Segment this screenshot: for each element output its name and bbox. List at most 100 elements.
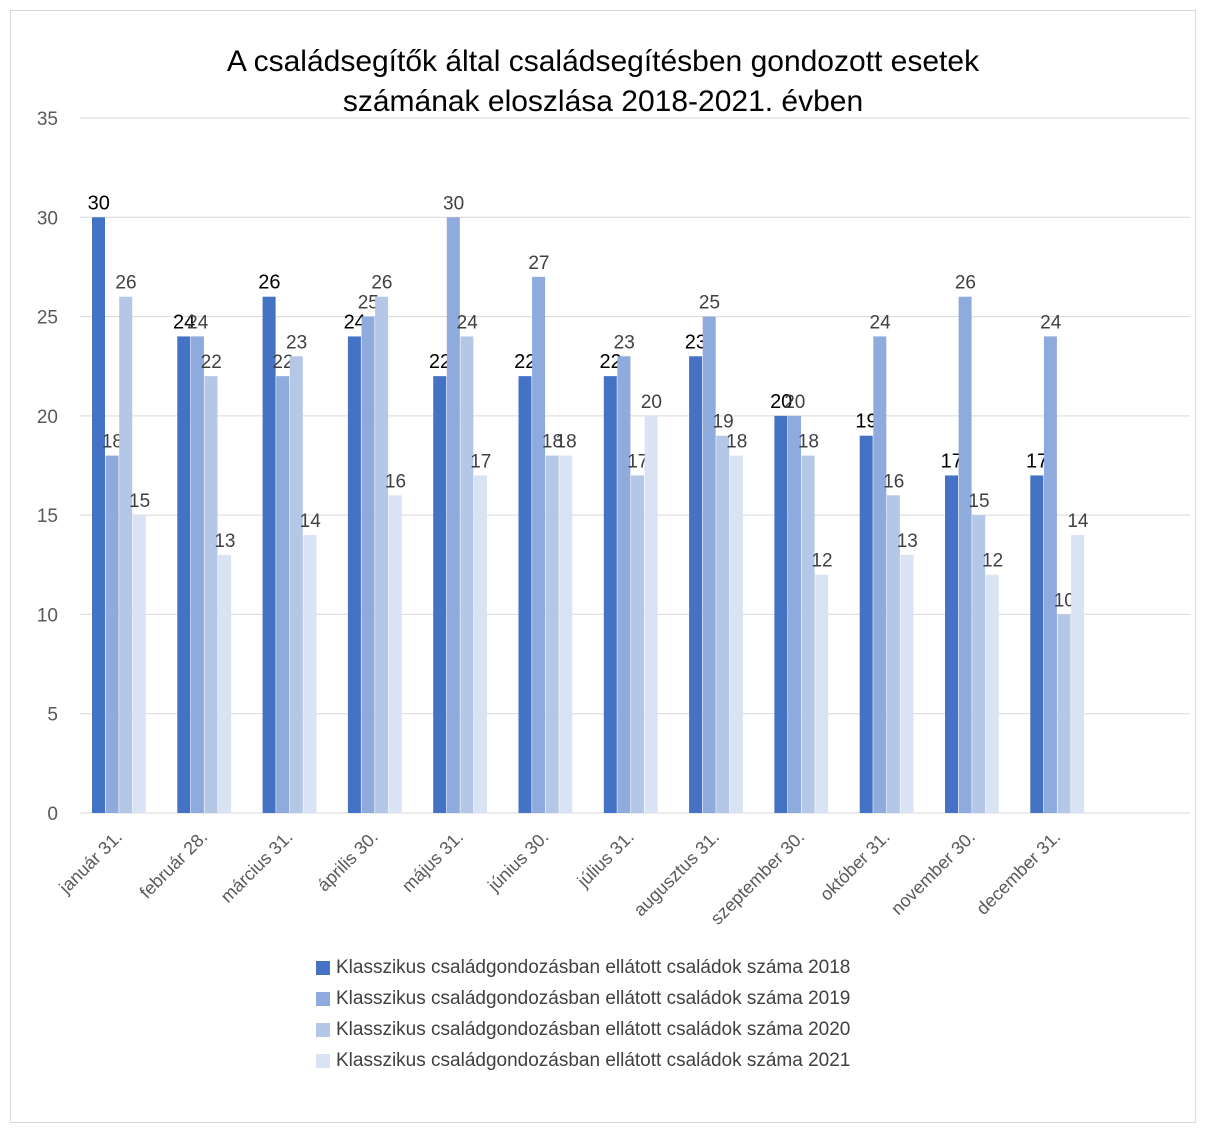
bar-2019-9 <box>788 415 801 813</box>
data-label-2021-12: 14 <box>1067 511 1089 532</box>
data-label-2019-9: 20 <box>784 392 805 413</box>
legend-label-2021: Klasszikus családgondozásban ellátott cs… <box>336 1049 851 1071</box>
x-tick-label-7: július 31. <box>573 827 638 892</box>
data-label-2018-4: 24 <box>344 311 366 333</box>
bar-2019-3 <box>276 376 290 813</box>
y-tick-label-10: 10 <box>37 605 58 626</box>
legend-swatch-2021 <box>316 1053 330 1068</box>
bar-2019-6 <box>532 276 546 813</box>
data-label-2019-7: 23 <box>614 332 635 353</box>
bar-2020-6 <box>545 455 559 813</box>
bar-2021-12 <box>1071 535 1085 813</box>
data-label-2021-1: 15 <box>129 491 150 512</box>
data-label-2018-3: 26 <box>258 272 280 294</box>
bar-2019-11 <box>958 296 972 813</box>
bar-2018-11 <box>945 475 958 813</box>
bar-2020-12 <box>1057 614 1071 813</box>
data-label-2020-8: 19 <box>713 412 734 433</box>
data-label-2020-1: 26 <box>115 273 136 294</box>
bar-2018-12 <box>1030 475 1044 813</box>
data-label-2019-2: 24 <box>187 312 209 333</box>
bar-2020-5 <box>460 336 474 813</box>
data-label-2020-2: 22 <box>201 352 222 373</box>
bar-2018-10 <box>859 435 873 813</box>
data-label-2019-3: 22 <box>272 352 293 373</box>
bar-2021-10 <box>900 554 914 813</box>
x-tick-label-6: június 30. <box>483 827 552 896</box>
bar-2018-4 <box>347 336 361 813</box>
bar-2021-2 <box>218 554 232 813</box>
bar-2019-10 <box>873 336 887 813</box>
bar-2020-9 <box>801 455 815 813</box>
data-label-2018-5: 22 <box>429 351 451 373</box>
data-label-2021-8: 18 <box>726 432 747 453</box>
x-tick-label-2: február 28. <box>136 827 212 903</box>
data-label-2021-6: 18 <box>556 432 577 453</box>
data-label-2019-8: 25 <box>699 293 720 314</box>
legend-swatch-2019 <box>316 991 330 1006</box>
bar-2018-2 <box>177 336 191 813</box>
data-label-2018-6: 22 <box>514 351 536 373</box>
data-label-2021-2: 13 <box>214 531 235 552</box>
bar-2018-7 <box>603 376 617 813</box>
bar-2019-5 <box>446 217 460 814</box>
bar-2021-3 <box>303 535 317 813</box>
y-tick-label-35: 35 <box>37 109 58 130</box>
bar-2019-4 <box>361 316 375 813</box>
data-label-2018-8: 23 <box>685 331 707 353</box>
bar-2021-11 <box>985 574 999 813</box>
data-label-2020-7: 17 <box>627 451 648 472</box>
x-tick-label-3: március 31. <box>217 827 297 907</box>
bar-2019-12 <box>1043 336 1057 813</box>
data-label-2019-10: 24 <box>870 312 892 333</box>
data-label-2020-9: 18 <box>798 432 819 453</box>
data-label-2021-4: 16 <box>385 471 406 492</box>
x-tick-label-1: január 31. <box>55 827 126 898</box>
x-tick-label-12: december 31. <box>972 827 1064 919</box>
bar-2018-5 <box>433 376 447 813</box>
bar-2021-5 <box>474 475 487 813</box>
y-tick-label-15: 15 <box>37 506 58 527</box>
data-label-2021-10: 13 <box>897 531 918 552</box>
data-label-2020-10: 16 <box>883 471 904 492</box>
bar-2021-1 <box>132 515 146 813</box>
chart-legend: Klasszikus családgondozásban ellátott cs… <box>316 952 850 1076</box>
y-tick-label-0: 0 <box>47 804 58 825</box>
data-label-2018-7: 22 <box>599 351 621 373</box>
bar-2019-8 <box>702 316 716 813</box>
data-label-2018-2: 24 <box>173 311 195 333</box>
data-label-2020-5: 24 <box>457 312 479 333</box>
y-tick-label-30: 30 <box>37 208 58 229</box>
data-label-2021-7: 20 <box>641 392 662 413</box>
x-tick-label-10: október 31. <box>816 827 894 905</box>
bar-2020-11 <box>972 515 986 813</box>
chart-title-line-1: A családsegítők által családsegítésben g… <box>226 45 980 78</box>
data-label-2019-6: 27 <box>528 253 549 274</box>
x-tick-label-5: május 31. <box>398 827 467 896</box>
bar-2018-1 <box>92 217 105 814</box>
legend-item-2021: Klasszikus családgondozásban ellátott cs… <box>316 1045 850 1076</box>
legend-label-2020: Klasszikus családgondozásban ellátott cs… <box>336 1018 851 1040</box>
bar-2020-8 <box>716 435 730 813</box>
legend-label-2018: Klasszikus családgondozásban ellátott cs… <box>336 956 851 978</box>
legend-label-2019: Klasszikus családgondozásban ellátott cs… <box>336 987 851 1009</box>
data-label-2018-12: 17 <box>1026 450 1048 472</box>
chart-title: A családsegítők által családsegítésben g… <box>0 42 1206 122</box>
data-label-2018-11: 17 <box>941 450 963 472</box>
bar-2019-2 <box>190 336 204 813</box>
legend-item-2018: Klasszikus családgondozásban ellátott cs… <box>316 952 850 983</box>
data-label-2018-1: 30 <box>88 192 110 214</box>
data-label-2019-11: 26 <box>955 273 976 294</box>
bar-2021-9 <box>815 574 829 813</box>
data-label-2018-10: 19 <box>855 411 877 433</box>
bar-2021-4 <box>388 495 402 813</box>
data-label-2021-9: 12 <box>811 551 832 572</box>
legend-item-2020: Klasszikus családgondozásban ellátott cs… <box>316 1014 850 1045</box>
data-label-2019-1: 18 <box>102 432 123 453</box>
bar-2020-10 <box>886 495 900 813</box>
bar-2018-6 <box>518 376 532 813</box>
data-label-2019-12: 24 <box>1040 312 1062 333</box>
legend-swatch-2020 <box>316 1022 330 1037</box>
data-label-2020-4: 26 <box>371 273 392 294</box>
